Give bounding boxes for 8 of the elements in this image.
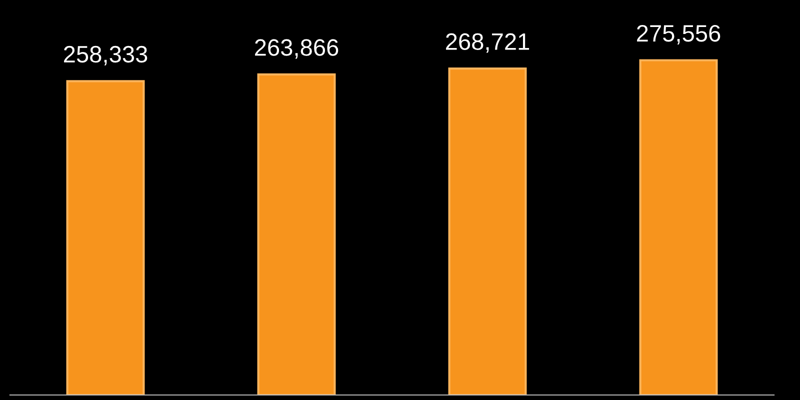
- data-label: 275,556: [637, 24, 720, 44]
- data-label: 258,333: [64, 46, 148, 66]
- bar: [448, 68, 527, 395]
- data-label: 268,721: [446, 33, 530, 53]
- data-label: 263,866: [255, 39, 338, 59]
- bar: [66, 80, 145, 395]
- bar: [639, 59, 718, 395]
- bar: [257, 73, 336, 395]
